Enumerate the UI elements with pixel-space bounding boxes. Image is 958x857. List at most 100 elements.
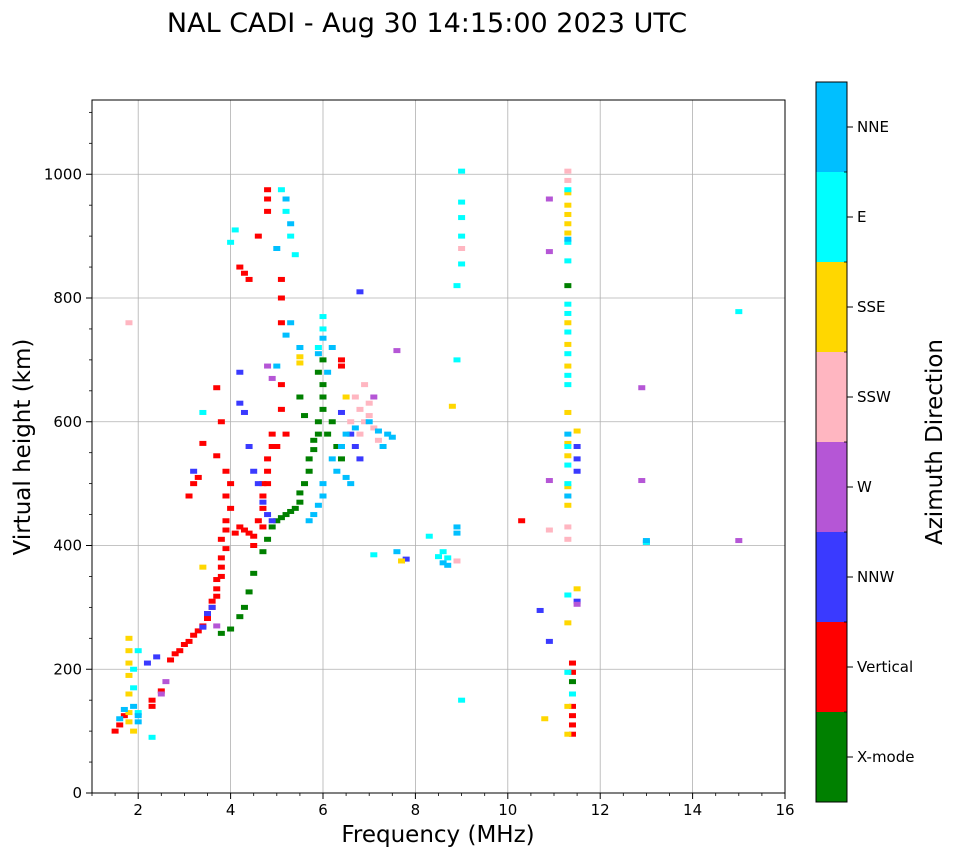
data-point xyxy=(568,669,576,675)
data-point xyxy=(282,332,290,338)
colorbar-segment xyxy=(816,532,847,622)
data-point xyxy=(402,556,410,562)
data-point xyxy=(125,635,133,641)
data-point xyxy=(564,329,572,335)
data-point xyxy=(351,394,359,400)
data-point xyxy=(564,669,572,675)
data-point xyxy=(319,326,327,332)
data-point xyxy=(204,616,211,622)
data-point xyxy=(130,703,138,709)
data-point xyxy=(254,481,262,487)
data-point xyxy=(374,437,382,443)
data-point xyxy=(143,660,151,666)
data-point xyxy=(564,177,572,183)
data-point xyxy=(564,221,572,227)
data-point xyxy=(564,444,572,449)
colorbar-segment xyxy=(816,712,847,802)
data-point xyxy=(296,499,304,505)
data-point xyxy=(277,187,285,193)
data-point xyxy=(199,440,207,446)
data-point xyxy=(337,409,345,415)
data-point xyxy=(250,468,258,474)
data-point xyxy=(296,490,304,496)
data-point xyxy=(134,719,142,725)
data-point xyxy=(545,478,553,484)
data-point xyxy=(305,456,313,462)
data-point xyxy=(125,710,133,716)
data-point xyxy=(564,310,572,316)
data-point xyxy=(125,719,133,725)
x-tick-label: 2 xyxy=(133,801,143,819)
data-point xyxy=(240,270,248,276)
data-point xyxy=(458,697,466,703)
x-tick-label: 6 xyxy=(318,801,328,819)
x-axis-label: Frequency (MHz) xyxy=(341,822,534,848)
colorbar-tick-label: NNW xyxy=(857,568,894,586)
data-point xyxy=(245,530,253,536)
data-point xyxy=(296,394,304,400)
data-point xyxy=(305,518,313,524)
data-point xyxy=(222,518,230,524)
data-point xyxy=(398,558,406,564)
colorbar-tick-label: SSE xyxy=(857,298,886,316)
data-point xyxy=(130,685,138,691)
data-point xyxy=(180,642,188,647)
data-point xyxy=(157,688,165,694)
data-point xyxy=(268,375,276,381)
data-point xyxy=(190,468,198,474)
data-point xyxy=(365,413,373,419)
data-point xyxy=(573,468,581,474)
data-point xyxy=(545,527,553,533)
data-point xyxy=(287,221,295,227)
data-point xyxy=(250,543,258,548)
data-point xyxy=(111,728,119,734)
colorbar-segment xyxy=(816,442,847,532)
data-point xyxy=(564,230,572,236)
data-point xyxy=(245,444,253,449)
data-point xyxy=(217,536,225,542)
data-point xyxy=(319,493,327,499)
data-point xyxy=(573,428,581,434)
data-point xyxy=(453,558,461,564)
data-point xyxy=(328,456,336,462)
data-point xyxy=(157,691,165,697)
data-point xyxy=(125,672,133,678)
data-point xyxy=(319,335,327,341)
data-point xyxy=(388,434,396,440)
data-point xyxy=(564,382,572,388)
data-point xyxy=(458,246,466,251)
x-tick-label: 4 xyxy=(226,801,236,819)
data-point xyxy=(573,444,581,449)
data-point xyxy=(240,604,248,610)
data-point xyxy=(194,474,202,480)
data-point xyxy=(277,295,285,301)
data-point xyxy=(564,453,572,459)
data-point xyxy=(277,382,285,388)
y-tick-label: 400 xyxy=(53,537,82,555)
colorbar-tick-label: Vertical xyxy=(857,658,913,676)
data-point xyxy=(264,456,272,462)
grid-lines xyxy=(92,100,785,793)
data-point xyxy=(735,538,743,544)
data-point xyxy=(319,382,327,388)
data-point xyxy=(130,666,138,672)
data-point xyxy=(273,246,281,251)
x-tick-label: 10 xyxy=(498,801,517,819)
data-point xyxy=(167,657,175,663)
data-point xyxy=(342,431,350,437)
data-point xyxy=(568,722,576,728)
data-point xyxy=(134,648,142,654)
data-point xyxy=(310,437,318,443)
data-point xyxy=(370,552,378,558)
data-point xyxy=(573,586,581,592)
data-point xyxy=(319,394,327,400)
data-point xyxy=(287,320,295,326)
x-tick-label: 8 xyxy=(411,801,421,819)
data-point xyxy=(227,505,235,511)
data-point xyxy=(254,233,262,239)
data-point xyxy=(568,691,576,697)
data-point xyxy=(638,385,646,391)
data-point xyxy=(342,474,350,480)
data-point xyxy=(287,508,295,514)
data-point xyxy=(347,431,355,437)
